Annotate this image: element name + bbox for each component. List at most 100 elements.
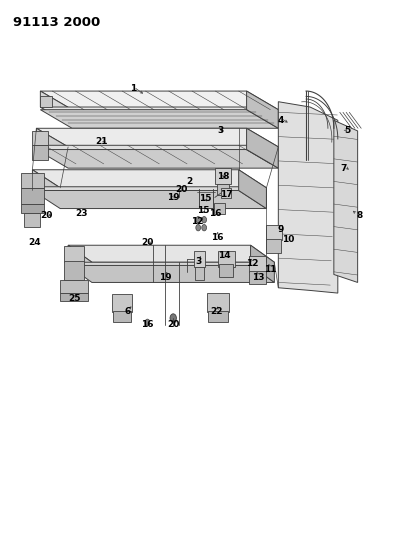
Ellipse shape (177, 177, 184, 181)
Text: 91113 2000: 91113 2000 (13, 15, 100, 29)
Text: 23: 23 (76, 209, 88, 218)
Ellipse shape (37, 177, 44, 181)
Text: 7: 7 (341, 164, 347, 173)
Polygon shape (215, 168, 231, 184)
Ellipse shape (151, 136, 159, 140)
Circle shape (152, 274, 157, 282)
Ellipse shape (79, 177, 86, 181)
Ellipse shape (77, 252, 84, 256)
Ellipse shape (120, 136, 128, 140)
Ellipse shape (51, 177, 58, 181)
Circle shape (145, 319, 150, 326)
Text: 12: 12 (246, 260, 259, 268)
Text: 15: 15 (197, 206, 209, 215)
Ellipse shape (196, 136, 204, 140)
Ellipse shape (191, 177, 198, 181)
Ellipse shape (219, 252, 225, 256)
Polygon shape (194, 251, 205, 266)
Polygon shape (218, 251, 235, 266)
Text: 15: 15 (199, 194, 211, 203)
Polygon shape (25, 213, 40, 227)
Polygon shape (112, 294, 132, 312)
Polygon shape (36, 146, 278, 164)
Polygon shape (239, 169, 266, 208)
Ellipse shape (136, 136, 143, 140)
Text: 11: 11 (264, 265, 277, 273)
Text: 9: 9 (277, 225, 283, 234)
Polygon shape (249, 256, 266, 272)
Ellipse shape (102, 252, 109, 256)
Polygon shape (32, 187, 266, 205)
Text: 6: 6 (125, 307, 131, 316)
Polygon shape (60, 280, 88, 293)
Polygon shape (32, 131, 48, 146)
Polygon shape (68, 245, 274, 262)
Polygon shape (278, 102, 338, 293)
Text: 14: 14 (219, 252, 231, 260)
Polygon shape (247, 91, 278, 128)
Text: 20: 20 (40, 212, 53, 221)
Ellipse shape (93, 177, 100, 181)
Text: 13: 13 (252, 273, 265, 281)
Polygon shape (217, 184, 229, 195)
Ellipse shape (121, 177, 128, 181)
Ellipse shape (154, 252, 161, 256)
Ellipse shape (181, 136, 189, 140)
Ellipse shape (231, 252, 238, 256)
Circle shape (170, 314, 176, 322)
Text: 19: 19 (159, 273, 172, 281)
Text: 19: 19 (167, 193, 179, 202)
Polygon shape (219, 264, 233, 277)
Text: 12: 12 (191, 217, 203, 226)
Text: 20: 20 (175, 185, 187, 194)
Ellipse shape (167, 252, 174, 256)
Polygon shape (32, 169, 60, 205)
Polygon shape (36, 128, 68, 164)
Ellipse shape (75, 136, 83, 140)
Ellipse shape (205, 177, 212, 181)
Text: 10: 10 (282, 236, 295, 245)
Text: 20: 20 (167, 320, 179, 329)
Circle shape (202, 216, 207, 223)
Text: 4: 4 (277, 116, 283, 125)
Polygon shape (32, 146, 48, 160)
Ellipse shape (65, 177, 72, 181)
Ellipse shape (193, 252, 199, 256)
Ellipse shape (128, 252, 135, 256)
Text: 1: 1 (131, 84, 137, 93)
Ellipse shape (205, 252, 212, 256)
Text: 18: 18 (217, 172, 229, 181)
Polygon shape (64, 246, 84, 262)
Ellipse shape (166, 136, 174, 140)
Polygon shape (214, 203, 225, 214)
Polygon shape (249, 271, 265, 284)
Text: 25: 25 (68, 294, 80, 303)
Polygon shape (113, 311, 131, 322)
Text: 17: 17 (220, 190, 233, 199)
Polygon shape (68, 265, 274, 282)
Text: 8: 8 (357, 212, 363, 221)
Ellipse shape (90, 252, 96, 256)
Ellipse shape (105, 136, 113, 140)
Polygon shape (32, 190, 266, 208)
Circle shape (196, 216, 201, 223)
Ellipse shape (44, 136, 52, 140)
Polygon shape (36, 128, 278, 147)
Text: 3: 3 (218, 126, 224, 135)
Ellipse shape (107, 177, 114, 181)
Text: 3: 3 (196, 257, 202, 265)
Polygon shape (40, 96, 52, 107)
Ellipse shape (180, 252, 187, 256)
Ellipse shape (149, 177, 156, 181)
Polygon shape (251, 245, 274, 282)
Ellipse shape (135, 177, 142, 181)
Polygon shape (207, 293, 229, 312)
Polygon shape (68, 245, 92, 279)
Polygon shape (221, 188, 231, 198)
Polygon shape (265, 239, 281, 253)
Polygon shape (21, 173, 44, 188)
Text: 21: 21 (96, 137, 108, 146)
Polygon shape (64, 261, 84, 280)
Ellipse shape (219, 177, 226, 181)
Ellipse shape (115, 252, 122, 256)
